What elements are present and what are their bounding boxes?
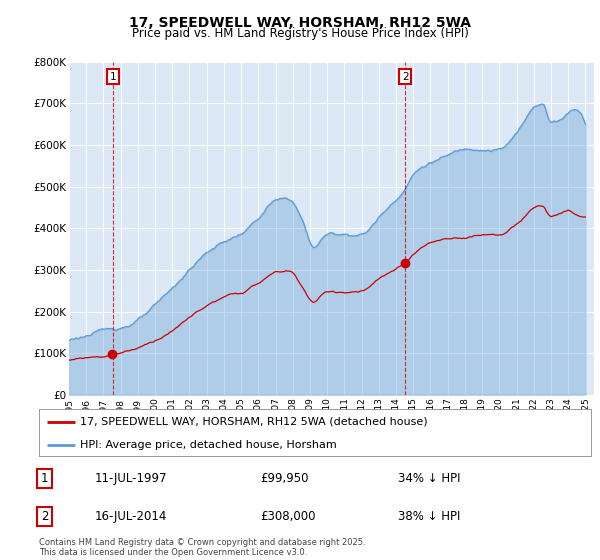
- Text: £308,000: £308,000: [260, 510, 316, 523]
- Text: Price paid vs. HM Land Registry's House Price Index (HPI): Price paid vs. HM Land Registry's House …: [131, 27, 469, 40]
- Text: 2: 2: [41, 510, 48, 523]
- Text: 16-JUL-2014: 16-JUL-2014: [94, 510, 167, 523]
- Text: 1: 1: [109, 72, 116, 82]
- Text: 17, SPEEDWELL WAY, HORSHAM, RH12 5WA: 17, SPEEDWELL WAY, HORSHAM, RH12 5WA: [129, 16, 471, 30]
- Text: 2: 2: [402, 72, 409, 82]
- Text: 17, SPEEDWELL WAY, HORSHAM, RH12 5WA (detached house): 17, SPEEDWELL WAY, HORSHAM, RH12 5WA (de…: [80, 417, 428, 427]
- Text: Contains HM Land Registry data © Crown copyright and database right 2025.
This d: Contains HM Land Registry data © Crown c…: [39, 538, 365, 557]
- Text: 38% ↓ HPI: 38% ↓ HPI: [398, 510, 460, 523]
- Text: 1: 1: [41, 472, 48, 485]
- Text: HPI: Average price, detached house, Horsham: HPI: Average price, detached house, Hors…: [80, 440, 337, 450]
- Text: 11-JUL-1997: 11-JUL-1997: [94, 472, 167, 485]
- Text: £99,950: £99,950: [260, 472, 308, 485]
- Text: 34% ↓ HPI: 34% ↓ HPI: [398, 472, 460, 485]
